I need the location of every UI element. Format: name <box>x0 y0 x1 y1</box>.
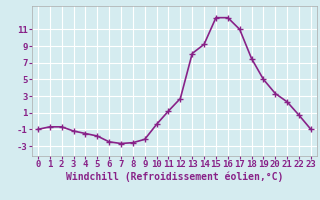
X-axis label: Windchill (Refroidissement éolien,°C): Windchill (Refroidissement éolien,°C) <box>66 172 283 182</box>
